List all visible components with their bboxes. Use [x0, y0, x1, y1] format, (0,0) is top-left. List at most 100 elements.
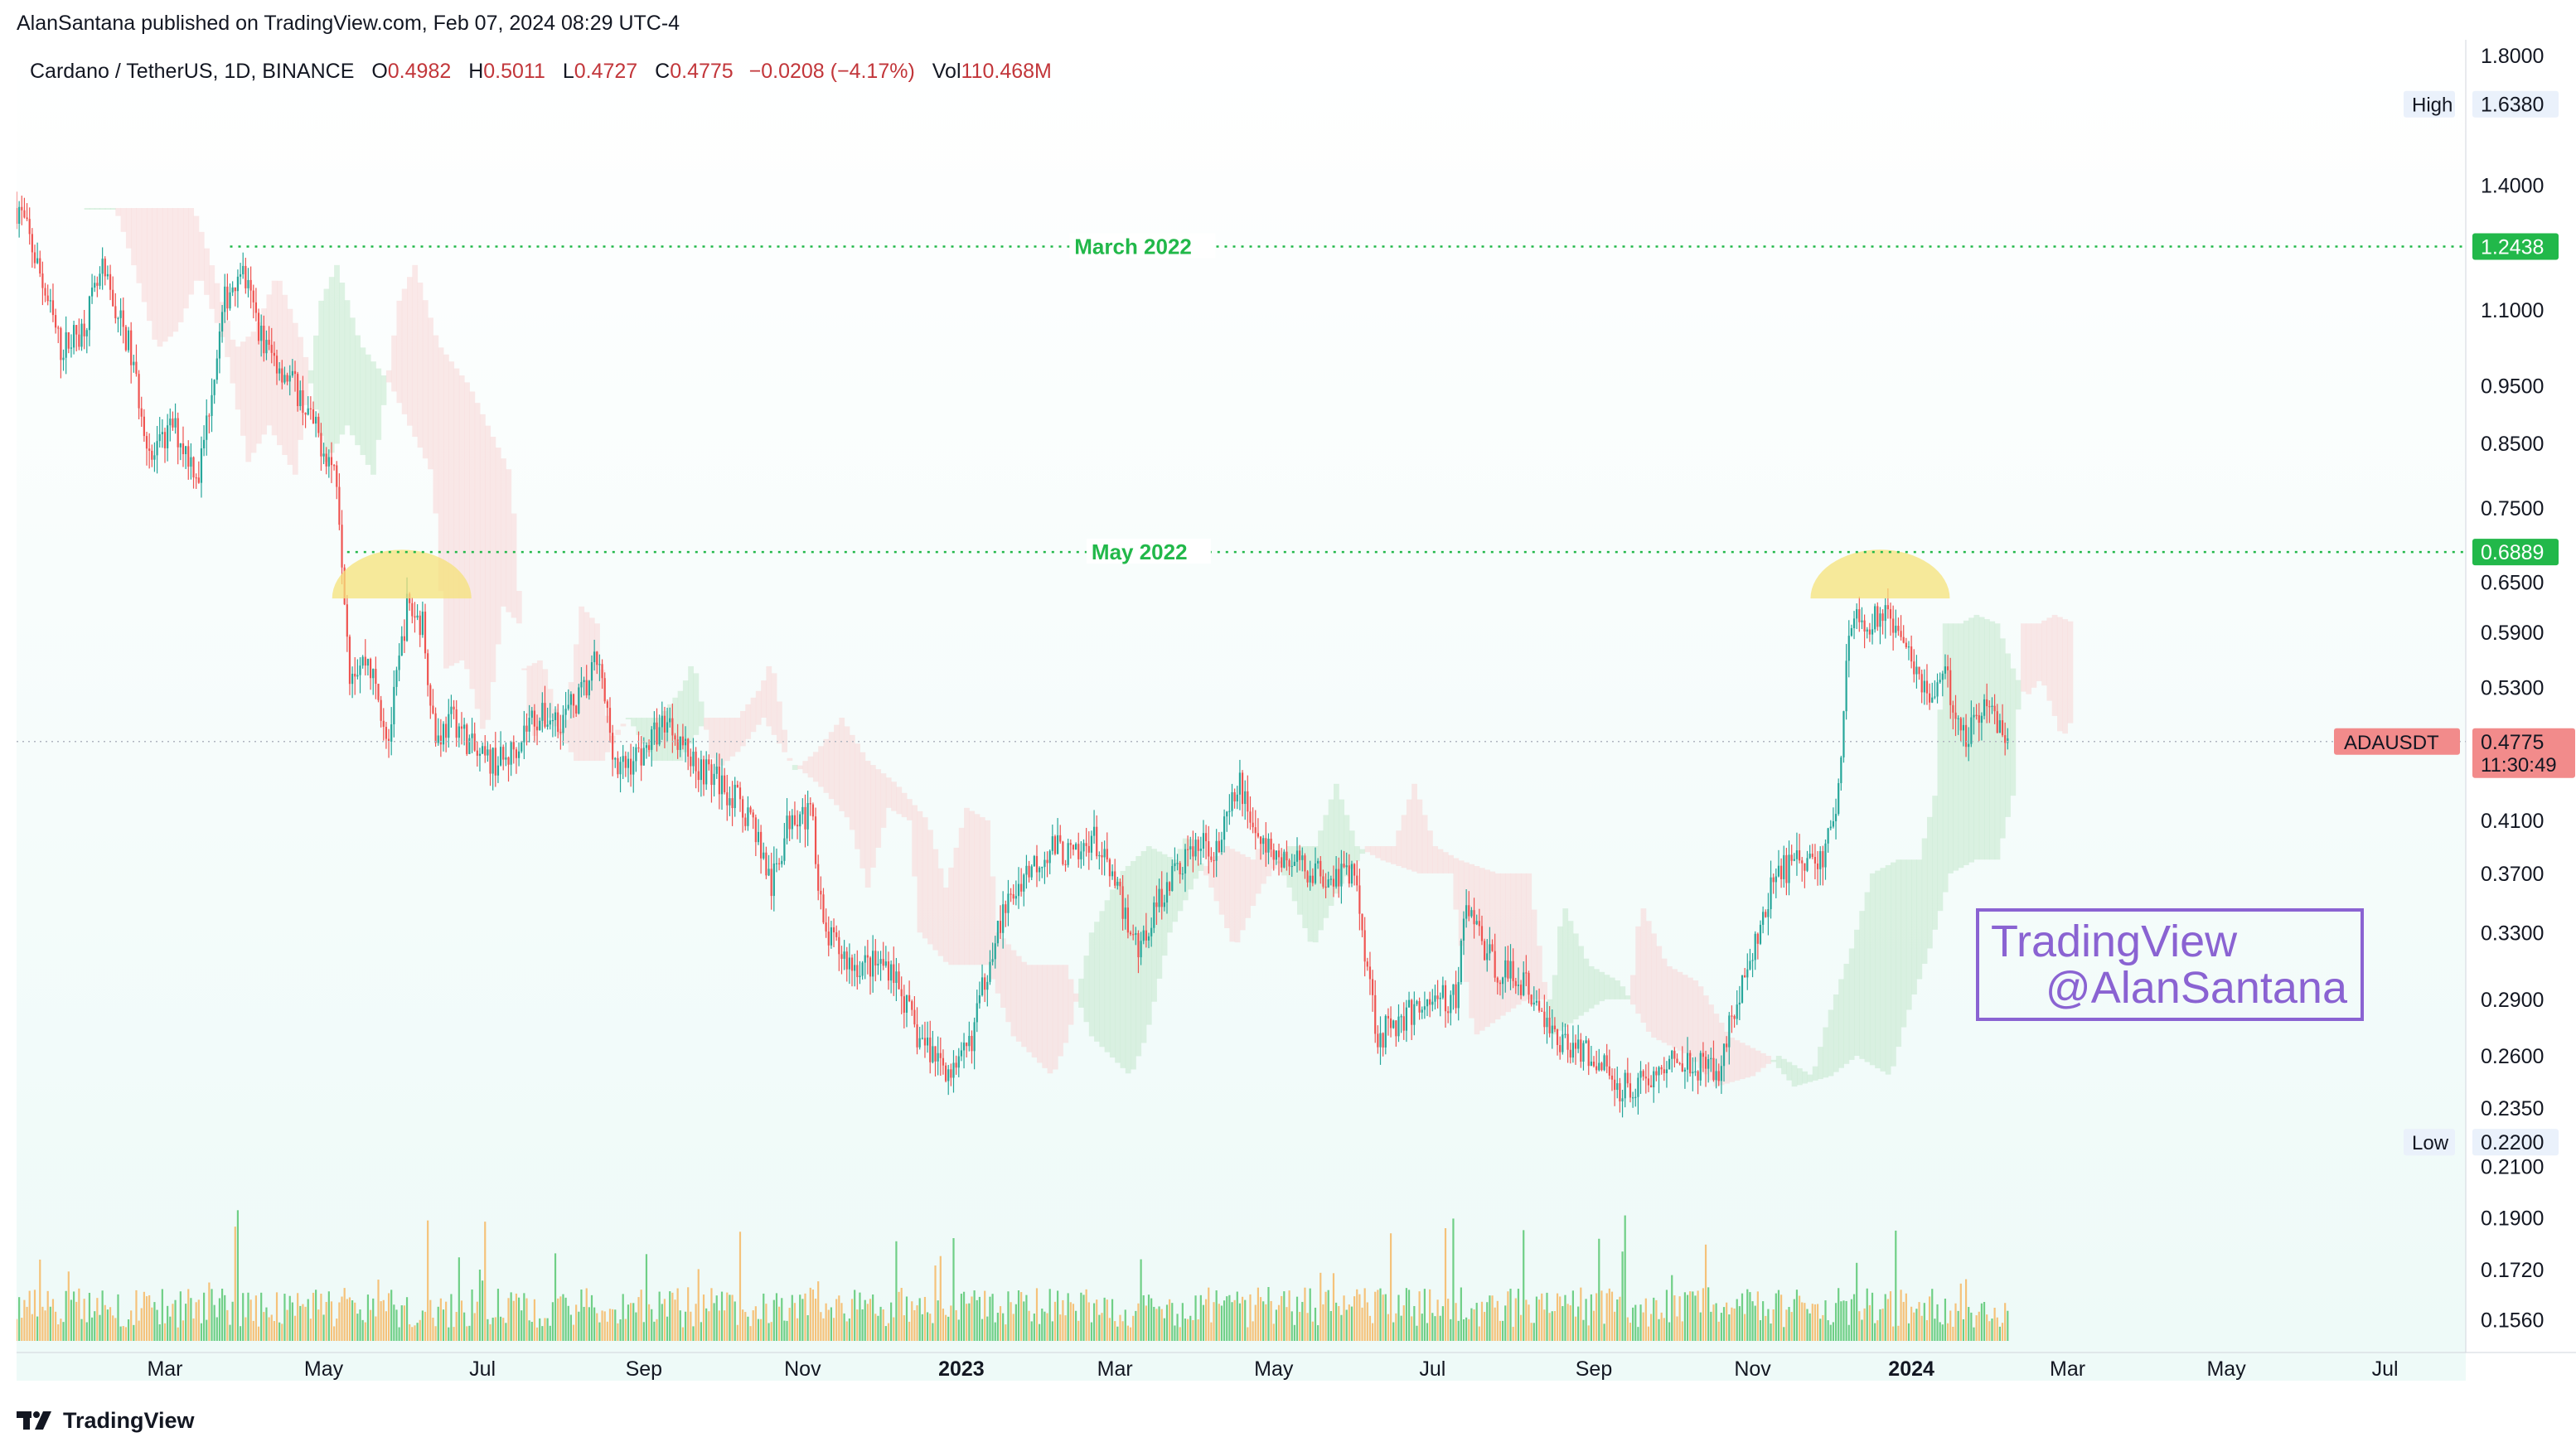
cloud-segment-red [802, 761, 809, 774]
tradingview-logo-icon[interactable] [17, 1410, 55, 1431]
candle-body [1838, 782, 1840, 815]
cloud-segment-green [1562, 908, 1569, 1028]
volume-bar [1223, 1300, 1226, 1341]
candle-body [109, 273, 112, 290]
volume-bar [1772, 1309, 1775, 1341]
cloud-segment-green [1115, 878, 1121, 1063]
candle-body [656, 722, 658, 745]
volume-bar [341, 1296, 343, 1341]
candle-body [645, 745, 648, 748]
volume-bar [366, 1294, 370, 1341]
candle-body [1637, 1077, 1639, 1097]
candle-body [278, 368, 281, 374]
volume-bar [1829, 1324, 1832, 1341]
candle-body [1132, 934, 1135, 936]
volume-bar [1655, 1299, 1658, 1341]
volume-bar [1238, 1303, 1242, 1341]
cloud-segment-red [620, 723, 627, 727]
volume-bar [1692, 1291, 1694, 1341]
volume-bar [1504, 1305, 1507, 1341]
volume-bar [224, 1294, 226, 1341]
cloud-segment-red [709, 718, 715, 758]
candle-body [1749, 961, 1751, 970]
candle-body [1361, 913, 1363, 931]
candle-body [281, 368, 283, 383]
candle-body [268, 340, 270, 346]
symbol-title[interactable]: Cardano / TetherUS, 1D, BINANCE [30, 60, 355, 83]
candle-body [1199, 849, 1202, 851]
volume-bar [1087, 1302, 1090, 1341]
candle-body [1171, 866, 1174, 892]
volume-bar [1374, 1291, 1377, 1341]
chart-frame[interactable]: March 2022 1.2438 May 2022 0.6889 1.8000 1.40… [17, 40, 2576, 1394]
volume-bar [304, 1306, 307, 1341]
candle-body [1314, 863, 1317, 883]
volume-bar [551, 1302, 554, 1341]
candle-body [1012, 893, 1014, 899]
candle-body [124, 327, 127, 351]
volume-bar [1915, 1309, 1918, 1341]
cloud-segment-red [1010, 950, 1017, 1037]
volume-bar [971, 1296, 973, 1341]
candle-body [1556, 1028, 1559, 1046]
volume-bar [1660, 1312, 1663, 1341]
cloud-segment-red [574, 644, 579, 762]
candle-body [1978, 714, 1980, 723]
candle-body [1447, 1011, 1450, 1014]
candle-body [51, 300, 55, 316]
candle-body [215, 358, 218, 380]
footer-brand[interactable]: TradingView [63, 1407, 195, 1433]
volume-bar [1528, 1304, 1530, 1341]
candle-body [1025, 865, 1028, 875]
candle-body [1377, 1033, 1379, 1048]
candle-body [463, 724, 466, 729]
candle-body [1017, 883, 1020, 897]
candle-body [1647, 1078, 1650, 1086]
volume-bar [549, 1325, 551, 1341]
candle-body [612, 733, 614, 760]
candle-body [955, 1062, 957, 1068]
volume-bar [1765, 1315, 1767, 1341]
cloud-segment-green [375, 368, 382, 440]
volume-bar [439, 1298, 442, 1341]
candle-body [1062, 841, 1064, 864]
cloud-segment-red [1645, 921, 1652, 1032]
volume-bar [249, 1299, 252, 1341]
volume-bar [242, 1293, 245, 1341]
candle-body [273, 352, 275, 356]
cloud-segment-red [859, 752, 866, 869]
volume-bar [913, 1310, 916, 1341]
candle-body [163, 432, 167, 448]
volume-bar [1377, 1290, 1379, 1341]
cloud-segment-red [812, 752, 819, 782]
cloud-segment-green [1594, 969, 1600, 1005]
volume-bar [1712, 1304, 1715, 1341]
volume-bar [1286, 1307, 1288, 1341]
candle-body [99, 273, 101, 286]
candle-body [195, 477, 197, 479]
candle-body [1395, 1020, 1397, 1037]
cloud-segment-red [1750, 1048, 1756, 1077]
candle-body [911, 1001, 913, 1010]
candle-body [1121, 886, 1124, 919]
volume-bar [1192, 1319, 1194, 1341]
cloud-segment-red [526, 665, 533, 716]
candle-body [1952, 704, 1954, 713]
y-tick-label: 0.7500 [2481, 497, 2544, 520]
volume-bar [333, 1326, 336, 1341]
cloud-segment-green [1572, 933, 1579, 1020]
cloud-segment-red [729, 718, 736, 757]
cloud-segment-green [1312, 846, 1319, 943]
candle-body [1077, 844, 1080, 859]
volume-bar [697, 1269, 700, 1341]
cloud-segment-red [1401, 815, 1407, 869]
volume-bar [499, 1316, 502, 1341]
volume-bar [1158, 1306, 1160, 1341]
candle-body [1509, 961, 1512, 979]
candle-body [1405, 1007, 1408, 1031]
volume-bar [398, 1327, 400, 1341]
low-value-label: 0.2200 [2481, 1131, 2544, 1154]
candle-body [494, 748, 496, 776]
candle-body [67, 332, 70, 349]
